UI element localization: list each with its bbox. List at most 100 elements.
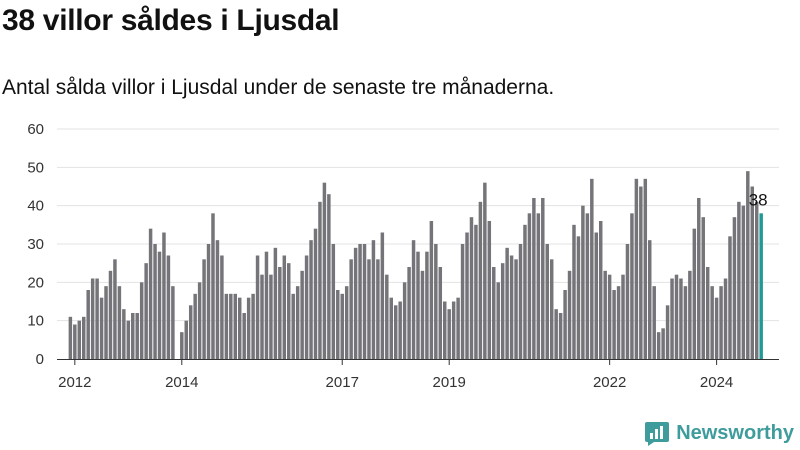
bar	[594, 232, 599, 359]
x-axis: 2012 2014 2017 2019 2022 2024	[57, 359, 779, 391]
bar	[420, 270, 425, 359]
bar	[697, 198, 701, 359]
bar	[202, 259, 206, 359]
bar	[576, 236, 581, 359]
bar	[598, 221, 603, 359]
bar	[536, 213, 541, 359]
bar	[705, 267, 710, 359]
bar	[554, 309, 558, 359]
bar	[162, 232, 166, 359]
bar	[496, 282, 500, 359]
bar	[131, 313, 135, 359]
bar	[68, 316, 73, 359]
newsworthy-logo-icon	[645, 422, 670, 446]
bar	[607, 274, 612, 359]
y-tick-label: 30	[27, 236, 44, 253]
latest-value-label: 38	[749, 190, 768, 209]
bar	[750, 186, 754, 359]
bar	[77, 320, 82, 359]
bar	[180, 332, 184, 359]
bar	[206, 244, 211, 359]
bar	[625, 244, 630, 359]
bar	[527, 213, 532, 359]
bar	[389, 297, 393, 359]
y-tick-label: 50	[27, 159, 44, 176]
bar	[393, 305, 398, 359]
y-tick-label: 0	[36, 351, 44, 368]
bar	[291, 293, 295, 359]
bar	[478, 201, 483, 359]
bar	[349, 259, 353, 359]
bar	[220, 255, 224, 359]
y-tick-label: 40	[27, 198, 44, 215]
bar	[122, 309, 126, 359]
bar	[643, 178, 648, 359]
bar	[95, 278, 99, 359]
bar	[714, 297, 719, 359]
bar	[754, 201, 759, 359]
bar	[621, 274, 625, 359]
bar	[487, 221, 492, 359]
bar	[719, 286, 723, 359]
bar	[304, 255, 309, 359]
bar	[246, 297, 251, 359]
bar	[723, 278, 728, 359]
y-axis-labels: 0 10 20 30 40 50 60	[27, 121, 44, 368]
bar-chart: 0 10 20 30 40 50 60 2012 2014 2017 2019 2022 2024 3…	[27, 121, 779, 391]
bar	[545, 244, 549, 359]
bar	[184, 320, 188, 359]
annotations: 38	[749, 190, 768, 209]
bar	[344, 286, 349, 359]
bar	[679, 278, 683, 359]
bar	[447, 309, 451, 359]
bar	[300, 270, 304, 359]
bar	[710, 286, 714, 359]
bar	[634, 178, 639, 359]
bar	[385, 274, 389, 359]
brand-name: Newsworthy	[676, 421, 794, 444]
bar	[652, 286, 656, 359]
bar	[456, 297, 460, 359]
bar	[233, 293, 238, 359]
bar	[224, 293, 229, 359]
bar	[509, 255, 514, 359]
bar	[692, 228, 697, 359]
bar	[630, 213, 634, 359]
bar	[483, 182, 487, 359]
bar	[86, 290, 90, 359]
bar	[371, 240, 376, 359]
bar	[269, 274, 273, 359]
bar	[563, 290, 567, 359]
bar	[126, 320, 131, 359]
bar	[549, 259, 554, 359]
bar	[313, 228, 318, 359]
bar	[585, 213, 590, 359]
bar	[197, 282, 202, 359]
bar	[492, 267, 496, 359]
bars	[68, 171, 763, 359]
bar	[612, 290, 616, 359]
bar	[104, 286, 108, 359]
bar	[683, 286, 688, 359]
bar	[465, 232, 469, 359]
bar	[648, 240, 652, 359]
bar	[728, 236, 732, 359]
bar	[567, 270, 572, 359]
bar	[558, 313, 563, 359]
newsworthy-brand[interactable]: Newsworthy	[644, 420, 794, 446]
bar	[407, 267, 411, 359]
bar	[327, 194, 331, 359]
bar	[572, 224, 576, 359]
x-tick-label: 2014	[165, 374, 198, 391]
bar	[188, 305, 193, 359]
bar	[255, 255, 260, 359]
bar	[665, 305, 670, 359]
bar	[251, 293, 255, 359]
bar	[616, 286, 621, 359]
bar	[295, 286, 300, 359]
bar	[73, 324, 77, 359]
x-tick-label: 2024	[700, 374, 733, 391]
bar	[90, 278, 95, 359]
bar	[518, 244, 523, 359]
x-tick-label: 2022	[593, 374, 626, 391]
